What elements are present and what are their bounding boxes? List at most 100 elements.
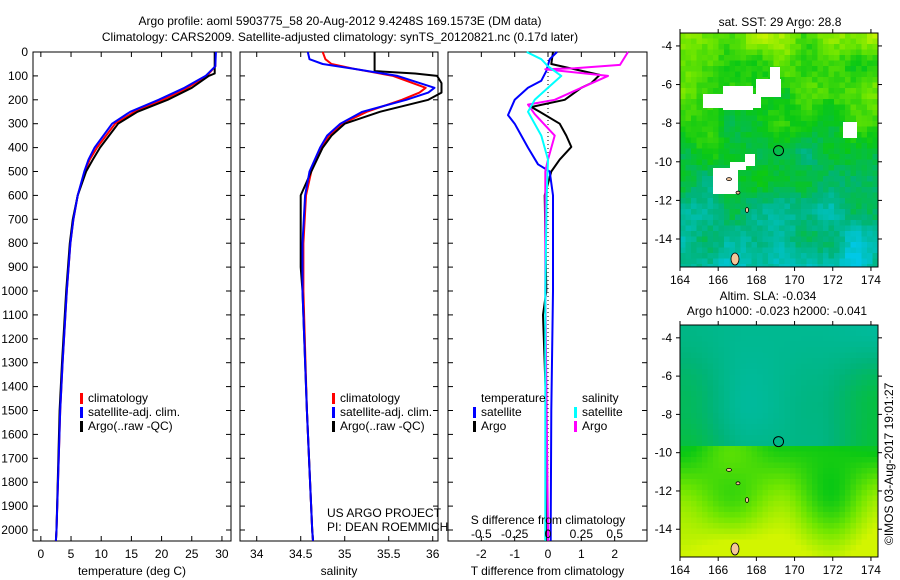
map-cell bbox=[768, 358, 774, 364]
map-cell bbox=[872, 66, 879, 72]
map-cell bbox=[773, 231, 780, 237]
map-cell bbox=[790, 88, 796, 94]
map-cell bbox=[861, 33, 868, 39]
map-cell bbox=[806, 418, 813, 425]
map-cell bbox=[795, 468, 802, 474]
map-cell bbox=[828, 418, 835, 425]
map-cell bbox=[724, 132, 730, 138]
map-cell bbox=[773, 539, 780, 546]
map-cell bbox=[702, 247, 708, 254]
map-cell bbox=[696, 424, 703, 430]
map-cell bbox=[702, 490, 708, 496]
map-cell bbox=[834, 484, 840, 491]
map-cell bbox=[740, 49, 747, 56]
map-cell bbox=[806, 258, 813, 265]
map-cell bbox=[773, 154, 780, 160]
map-cell bbox=[790, 77, 796, 83]
map-cell bbox=[735, 512, 741, 518]
map-cell bbox=[713, 501, 719, 507]
map-cell bbox=[806, 143, 813, 149]
map-cell bbox=[707, 506, 714, 513]
map-cell bbox=[707, 209, 714, 215]
map-cell bbox=[729, 517, 736, 524]
map-cell bbox=[751, 380, 758, 386]
map-cell bbox=[790, 104, 796, 111]
map-cell bbox=[867, 104, 873, 111]
map-cell bbox=[757, 418, 763, 425]
map-cell bbox=[828, 258, 835, 265]
map-cell bbox=[834, 143, 840, 149]
map-cell bbox=[861, 55, 868, 61]
map-cell bbox=[812, 385, 818, 392]
map-cell bbox=[872, 534, 879, 540]
map-cell bbox=[691, 214, 697, 221]
map-cell bbox=[724, 44, 730, 50]
map-cell bbox=[861, 550, 868, 557]
map-cell bbox=[768, 457, 774, 463]
map-cell bbox=[707, 187, 714, 193]
map-cell bbox=[806, 490, 813, 496]
map-cell bbox=[713, 209, 719, 215]
map-cell bbox=[861, 104, 868, 111]
map-cell bbox=[762, 170, 769, 177]
map-cell bbox=[751, 462, 758, 469]
map-cell bbox=[696, 55, 703, 61]
map-cell bbox=[812, 539, 818, 546]
map-cell bbox=[795, 143, 802, 149]
map-cell bbox=[685, 347, 692, 353]
map-cell bbox=[680, 231, 686, 237]
map-cell bbox=[729, 154, 736, 160]
map-cell bbox=[845, 159, 851, 166]
map-cell bbox=[724, 236, 730, 243]
map-cell bbox=[751, 341, 758, 348]
map-cell bbox=[718, 506, 725, 513]
legend-label: climatology bbox=[340, 391, 400, 405]
map-cell bbox=[834, 418, 840, 425]
map-cell bbox=[718, 484, 725, 491]
map-cell bbox=[823, 214, 829, 221]
map-cell bbox=[861, 506, 868, 513]
map-cell bbox=[823, 225, 829, 232]
map-cell bbox=[685, 220, 692, 226]
map-cell bbox=[680, 429, 686, 436]
map-cell bbox=[685, 242, 692, 248]
map-cell bbox=[691, 247, 697, 254]
map-cell bbox=[872, 93, 879, 100]
map-cell bbox=[839, 170, 846, 177]
map-cell bbox=[691, 396, 697, 403]
map-cell bbox=[872, 242, 879, 248]
map-cell bbox=[856, 60, 862, 67]
map-cell bbox=[713, 363, 719, 370]
map-cell bbox=[762, 231, 769, 237]
map-cell bbox=[872, 358, 879, 364]
map-cell bbox=[828, 231, 835, 237]
map-cell bbox=[795, 374, 802, 381]
map-cell bbox=[784, 336, 791, 342]
map-cell bbox=[740, 495, 747, 502]
map-cell bbox=[801, 77, 807, 83]
map-cell bbox=[823, 462, 829, 469]
map-cell bbox=[768, 214, 774, 221]
map-cell bbox=[784, 446, 791, 452]
map-cell bbox=[806, 446, 813, 452]
map-cell bbox=[729, 374, 736, 381]
map-cell bbox=[740, 77, 747, 83]
map-cell bbox=[806, 110, 813, 116]
map-cell bbox=[795, 137, 802, 144]
map-cell bbox=[839, 104, 846, 111]
map-cell bbox=[713, 159, 719, 166]
map-cell bbox=[729, 33, 736, 39]
map-cell bbox=[839, 484, 846, 491]
map-cell bbox=[696, 330, 703, 337]
map-cell bbox=[696, 468, 703, 474]
map-cell bbox=[779, 110, 785, 116]
map-cell bbox=[773, 451, 780, 458]
map-cell bbox=[740, 82, 747, 89]
map-cell bbox=[696, 396, 703, 403]
map-cell bbox=[751, 44, 758, 50]
map-cell bbox=[746, 137, 752, 144]
map-cell bbox=[696, 258, 703, 265]
map-frame bbox=[679, 324, 879, 558]
map-cell bbox=[773, 424, 780, 430]
map-cell bbox=[718, 154, 725, 160]
